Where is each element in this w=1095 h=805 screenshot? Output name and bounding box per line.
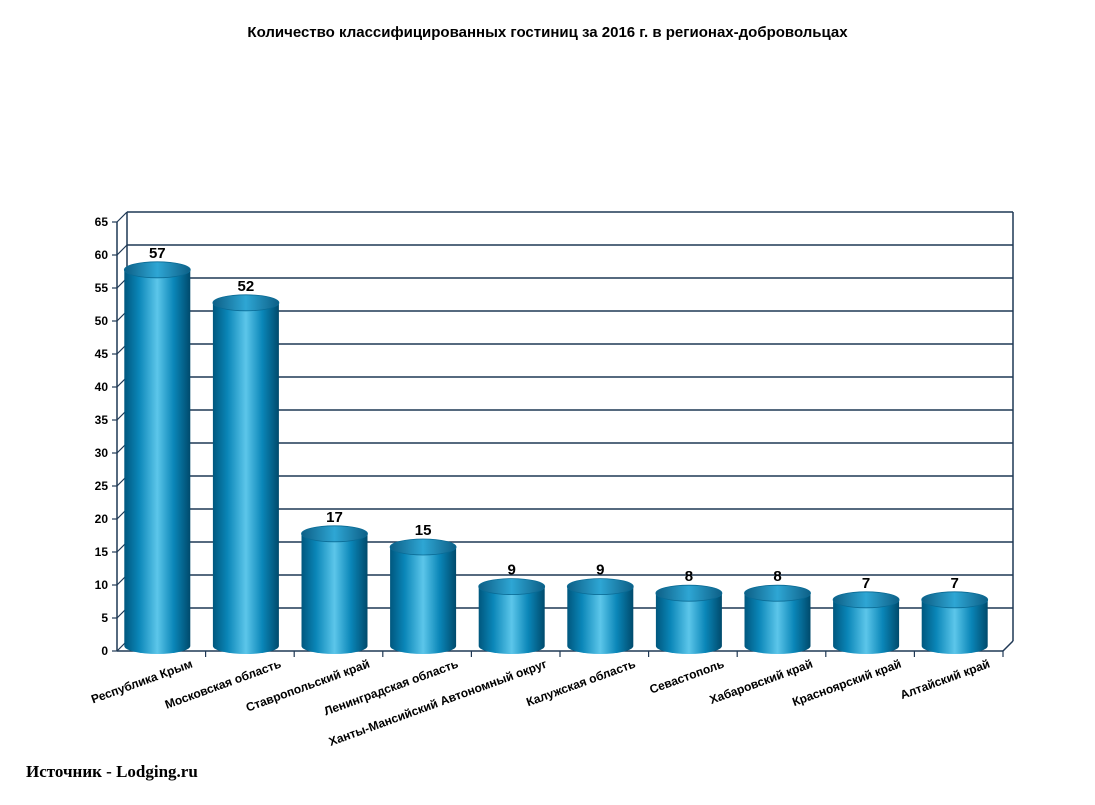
- bar: [833, 599, 900, 654]
- source-note: Источник - Lodging.ru: [26, 762, 198, 781]
- bar-top: [566, 578, 634, 595]
- side-wall-line: [116, 244, 128, 256]
- bar: [744, 593, 811, 654]
- bar-top: [655, 584, 723, 602]
- bar: [478, 586, 545, 654]
- y-tick-label: 35: [95, 413, 109, 427]
- data-label: 7: [951, 575, 959, 592]
- bars-layer: [123, 261, 989, 654]
- bar: [301, 533, 368, 654]
- y-tick-label: 50: [95, 314, 109, 328]
- data-label: 8: [685, 568, 693, 585]
- y-tick-label: 10: [95, 578, 109, 592]
- y-tick-label: 45: [95, 347, 109, 361]
- y-tick-label: 5: [101, 611, 108, 625]
- bar-top: [478, 578, 546, 595]
- y-tick-label: 65: [95, 215, 109, 229]
- data-label: 9: [508, 562, 516, 579]
- bar-top: [744, 584, 811, 602]
- bar-top: [123, 261, 191, 279]
- bar-top: [212, 294, 280, 312]
- bar: [390, 547, 457, 654]
- data-label: 9: [596, 562, 604, 579]
- side-wall-line: [116, 211, 128, 223]
- chart-title: Количество классифицированных гостиниц з…: [247, 24, 848, 41]
- data-label: 8: [773, 568, 781, 585]
- y-tick-label: 55: [95, 281, 109, 295]
- bar-top: [389, 538, 457, 556]
- bar: [921, 599, 988, 654]
- data-label: 7: [862, 575, 870, 592]
- bar: [655, 593, 722, 654]
- bar-top: [921, 591, 989, 609]
- y-tick-label: 30: [95, 446, 109, 460]
- data-label: 57: [149, 245, 166, 262]
- data-label: 52: [238, 278, 255, 295]
- bar-top: [832, 591, 900, 609]
- bar: [212, 302, 279, 654]
- bar-top: [301, 525, 368, 543]
- bar: [124, 269, 191, 654]
- data-label: 17: [326, 509, 343, 526]
- y-tick-label: 0: [101, 644, 108, 658]
- y-tick-label: 15: [95, 545, 109, 559]
- bar: [567, 586, 634, 654]
- x-tick-label: Алтайский край: [898, 657, 991, 702]
- y-tick-label: 25: [95, 479, 109, 493]
- data-label: 15: [415, 522, 432, 539]
- y-tick-label: 20: [95, 512, 109, 526]
- y-tick-label: 40: [95, 380, 109, 394]
- y-tick-label: 60: [95, 248, 109, 262]
- floor-right-edge: [1002, 640, 1014, 652]
